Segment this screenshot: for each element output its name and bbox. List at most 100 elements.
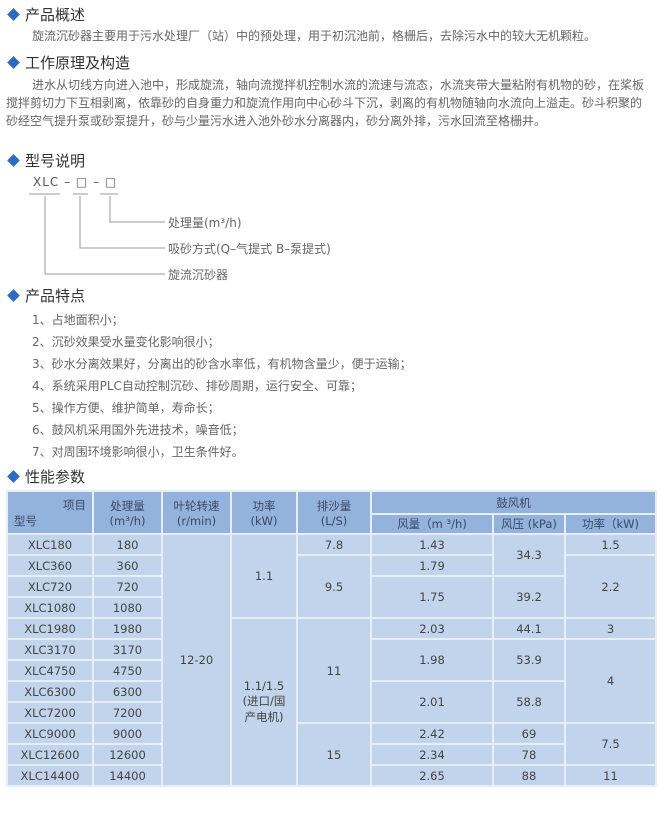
feature-item: 6、鼓风机采用国外先进技术，噪音低； bbox=[32, 423, 244, 437]
cell-rpm: 12-20 bbox=[161, 533, 232, 787]
cell-press: 58.8 bbox=[492, 680, 566, 724]
cell-air: 1.43 bbox=[370, 533, 494, 556]
cell-flow: 180 bbox=[92, 533, 163, 556]
cell-press: 53.9 bbox=[492, 638, 566, 682]
cell-flow: 1080 bbox=[92, 596, 163, 619]
feature-item: 5、操作方便、维护简单，寿命长； bbox=[32, 401, 220, 415]
cell-bpower: 7.5 bbox=[564, 722, 657, 766]
cell-air: 2.42 bbox=[370, 722, 494, 745]
cell-flow: 360 bbox=[92, 554, 163, 577]
table-row: XLC14400 14400 2.65 88 11 bbox=[6, 764, 657, 787]
cell-flow: 4750 bbox=[92, 659, 163, 682]
heading-text: 性能参数 bbox=[25, 467, 86, 486]
table-row: XLC9000 9000 15 2.42 69 7.5 bbox=[6, 722, 657, 787]
cell-model: XLC3170 bbox=[6, 638, 94, 661]
cell-air: 2.01 bbox=[370, 680, 494, 724]
feature-item: 1、占地面积小； bbox=[32, 313, 124, 327]
cell-air: 1.75 bbox=[370, 575, 494, 619]
cell-press: 34.3 bbox=[492, 533, 566, 577]
header-power: 功率 (kW) bbox=[230, 490, 298, 535]
overview-text: 旋流沉砂器主要用于污水处理厂（站）中的预处理，用于初沉池前，格栅后，去除污水中的… bbox=[32, 29, 597, 43]
cell-press: 39.2 bbox=[492, 575, 566, 619]
cell-model: XLC7200 bbox=[6, 701, 94, 724]
feature-item: 4、系统采用PLC自动控制沉砂、排砂周期，运行安全、可靠； bbox=[32, 379, 362, 393]
cell-flow: 6300 bbox=[92, 680, 163, 703]
table-row: XLC4750 4750 bbox=[6, 659, 656, 682]
cell-flow: 14400 bbox=[92, 764, 163, 787]
model-code: XLC – □ – □ bbox=[33, 175, 118, 189]
header-blower: 鼓风机 bbox=[370, 490, 657, 515]
cell-air: 2.65 bbox=[370, 764, 494, 787]
label-product: 旋流沉砂器 bbox=[168, 268, 229, 282]
cell-flow: 7200 bbox=[92, 701, 163, 724]
label-suction-type: 吸砂方式(Q–气提式 B–泵提式) bbox=[168, 242, 331, 256]
cell-flow: 1980 bbox=[92, 617, 163, 640]
header-model: 型号 bbox=[14, 513, 37, 528]
cell-sand: 7.8 bbox=[296, 533, 372, 556]
cell-air: 1.79 bbox=[370, 554, 494, 577]
cell-power: 1.1 bbox=[230, 533, 298, 619]
feature-item: 7、对周围环境影响很小，卫生条件好。 bbox=[32, 445, 244, 459]
heading-text: 工作原理及构造 bbox=[25, 53, 131, 72]
cell-press: 44.1 bbox=[492, 617, 566, 640]
table-row: XLC12600 12600 2.34 78 bbox=[6, 743, 656, 766]
diagram-lines bbox=[29, 193, 165, 275]
cell-model: XLC1080 bbox=[6, 596, 94, 619]
cell-press: 69 bbox=[492, 722, 566, 745]
cell-model: XLC1980 bbox=[6, 617, 94, 640]
diamond-bullet-icon bbox=[7, 153, 20, 167]
cell-bpower: 2.2 bbox=[564, 554, 657, 619]
diamond-bullet-icon bbox=[7, 55, 20, 69]
model-diagram: XLC – □ – □ 处理量(m³/h) 吸砂方式(Q–气提式 B–泵提式) … bbox=[0, 172, 400, 282]
header-pressure: 风压 (kPa) bbox=[492, 513, 566, 535]
heading-text: 型号说明 bbox=[25, 151, 86, 170]
table-row: XLC720 720 1.75 39.2 bbox=[6, 575, 656, 619]
principle-text: 进水从切线方向进入池中，形成旋流，轴向流搅拌机控制水流的流速与流态，水流夹带大量… bbox=[6, 78, 645, 128]
heading-params: 性能参数 bbox=[6, 465, 85, 487]
cell-bpower: 4 bbox=[564, 638, 657, 724]
header-air: 风量（m ³/h) bbox=[370, 513, 494, 535]
header-flow: 处理量 (m³/h) bbox=[92, 490, 163, 535]
header-rpm: 叶轮转速 (r/min) bbox=[161, 490, 232, 535]
heading-text: 产品概述 bbox=[25, 5, 86, 24]
cell-model: XLC12600 bbox=[6, 743, 94, 766]
cell-flow: 3170 bbox=[92, 638, 163, 661]
table-row: XLC1080 1080 bbox=[6, 596, 656, 619]
cell-bpower: 3 bbox=[564, 617, 657, 640]
diamond-bullet-icon bbox=[7, 7, 20, 21]
heading-model: 型号说明 bbox=[6, 149, 85, 171]
heading-features: 产品特点 bbox=[6, 284, 85, 306]
cell-model: XLC4750 bbox=[6, 659, 94, 682]
diamond-bullet-icon bbox=[7, 469, 20, 483]
table-row: XLC3170 3170 1.98 53.9 4 bbox=[6, 638, 657, 724]
cell-model: XLC180 bbox=[6, 533, 94, 556]
cell-model: XLC6300 bbox=[6, 680, 94, 703]
cell-air: 2.34 bbox=[370, 743, 494, 766]
cell-sand: 15 bbox=[296, 722, 372, 787]
table-row: XLC360 360 9.5 1.79 2.2 bbox=[6, 554, 657, 619]
table-row: XLC1980 1980 1.1/1.5 (进口/国 产电机) 11 2.03 44.1 3 bbox=[6, 617, 657, 787]
heading-overview: 产品概述 bbox=[6, 3, 85, 25]
table-row: XLC6300 6300 2.01 58.8 bbox=[6, 680, 656, 724]
cell-air: 2.03 bbox=[370, 617, 494, 640]
cell-press: 88 bbox=[492, 764, 566, 787]
header-blower-power: 功率（kW) bbox=[564, 513, 657, 535]
header-item: 项目 bbox=[63, 497, 86, 512]
cell-model: XLC360 bbox=[6, 554, 94, 577]
cell-flow: 9000 bbox=[92, 722, 163, 745]
header-item-model: 项目 型号 bbox=[6, 490, 94, 535]
cell-model: XLC14400 bbox=[6, 764, 94, 787]
cell-sand: 11 bbox=[296, 617, 372, 724]
diamond-bullet-icon bbox=[7, 288, 20, 302]
feature-item: 3、砂水分离效果好，分离出的砂含水率低，有机物含量少，便于运输； bbox=[32, 357, 412, 371]
heading-text: 产品特点 bbox=[25, 286, 86, 305]
cell-model: XLC9000 bbox=[6, 722, 94, 745]
cell-flow: 720 bbox=[92, 575, 163, 598]
cell-flow: 12600 bbox=[92, 743, 163, 766]
feature-item: 2、沉砂效果受水量变化影响很小； bbox=[32, 335, 220, 349]
cell-bpower: 11 bbox=[564, 764, 657, 787]
cell-power: 1.1/1.5 (进口/国 产电机) bbox=[230, 617, 298, 787]
label-capacity: 处理量(m³/h) bbox=[168, 216, 242, 230]
cell-sand: 9.5 bbox=[296, 554, 372, 619]
